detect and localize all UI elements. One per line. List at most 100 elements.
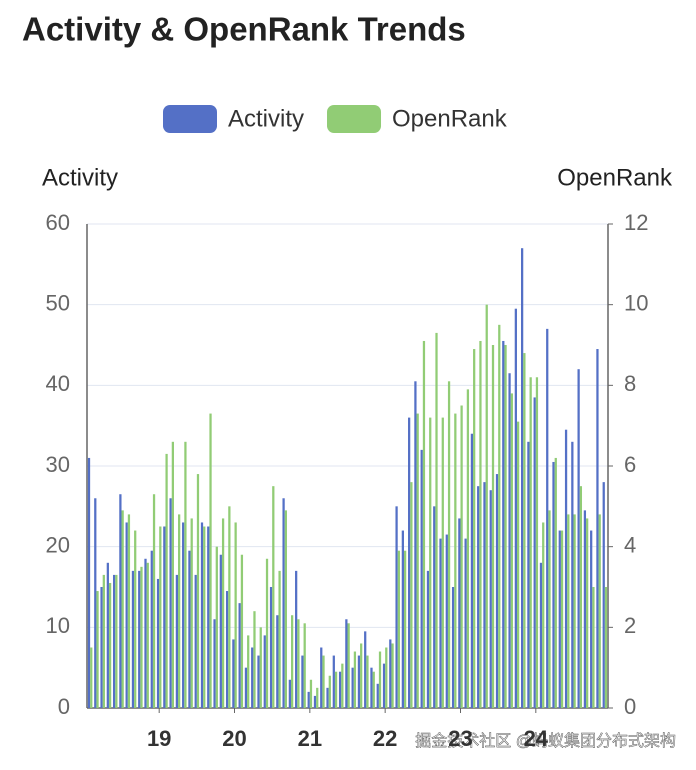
bar <box>590 530 593 708</box>
bar <box>140 566 143 708</box>
bar <box>146 562 149 708</box>
bar <box>466 389 470 708</box>
bar <box>295 570 298 708</box>
bar <box>535 377 539 708</box>
bar <box>514 308 517 708</box>
bar <box>247 635 250 708</box>
bar <box>560 530 564 708</box>
bar <box>564 429 568 708</box>
bar <box>221 518 225 708</box>
bar <box>542 522 545 708</box>
bar <box>533 397 536 708</box>
y-tick-label: 40 <box>46 371 70 396</box>
bar <box>347 623 350 708</box>
bar <box>278 570 281 708</box>
bar <box>558 530 561 708</box>
y-tick-label: 20 <box>46 532 70 557</box>
bar <box>460 405 463 708</box>
bar <box>546 328 549 708</box>
bar <box>523 353 526 708</box>
bar <box>539 562 543 708</box>
x-tick-label: 24 <box>524 726 549 751</box>
bar <box>112 574 116 708</box>
x-tick-label: 20 <box>222 726 246 751</box>
bar <box>265 558 269 708</box>
bar <box>410 482 413 708</box>
bar <box>87 457 91 708</box>
bar <box>297 619 300 708</box>
bar <box>433 506 436 708</box>
bar <box>529 377 532 708</box>
bar <box>571 441 574 708</box>
bar <box>228 506 231 708</box>
bar <box>435 332 438 708</box>
bar <box>134 530 137 708</box>
bar <box>604 587 608 708</box>
bar <box>244 667 248 708</box>
bar <box>441 417 444 708</box>
bar <box>291 615 294 708</box>
bar <box>326 687 329 708</box>
chart-title: Activity & OpenRank Trends <box>22 11 466 48</box>
bar <box>108 582 112 708</box>
bar <box>232 639 235 708</box>
bar <box>284 510 287 708</box>
bar <box>370 667 373 708</box>
bar <box>96 591 99 708</box>
bar <box>269 587 273 708</box>
bar <box>473 349 476 708</box>
bar <box>219 554 222 708</box>
bar <box>182 522 185 708</box>
y2-axis-title: OpenRank <box>557 164 673 191</box>
bar <box>328 675 331 708</box>
bar <box>200 522 204 708</box>
bar <box>301 655 304 708</box>
x-tick-label: 21 <box>298 726 322 751</box>
legend-label: OpenRank <box>392 105 508 132</box>
bar <box>508 373 511 708</box>
bar <box>213 619 216 708</box>
bar <box>276 615 279 708</box>
bar <box>470 433 474 708</box>
bar <box>598 514 601 708</box>
bar <box>240 554 244 708</box>
y-tick-label: 0 <box>58 694 70 719</box>
bar <box>178 514 181 708</box>
bar <box>303 623 306 708</box>
bar <box>516 421 520 708</box>
bar <box>257 655 260 708</box>
y-tick-label: 60 <box>46 210 70 235</box>
bar <box>119 494 122 708</box>
bar <box>272 486 275 708</box>
bar <box>106 562 109 708</box>
bar <box>391 643 394 708</box>
bar <box>332 655 335 708</box>
bar <box>259 627 262 708</box>
bar <box>429 417 432 708</box>
y2-tick-label: 12 <box>624 210 648 235</box>
bar <box>567 514 570 708</box>
bar <box>351 667 354 708</box>
bar <box>414 381 417 708</box>
bar <box>353 651 357 708</box>
bar <box>554 457 557 708</box>
bar <box>188 550 191 708</box>
bar <box>385 647 388 708</box>
bar <box>447 381 451 708</box>
bar <box>225 591 229 708</box>
bar <box>115 574 118 708</box>
bar <box>477 486 480 708</box>
bar <box>451 587 455 708</box>
bar <box>209 413 212 708</box>
bar <box>395 506 398 708</box>
y2-tick-label: 10 <box>624 290 648 315</box>
bar <box>479 340 482 708</box>
y-tick-label: 30 <box>46 452 70 477</box>
bar <box>360 643 363 708</box>
bar <box>520 248 524 708</box>
bar <box>288 679 292 708</box>
bar <box>548 510 551 708</box>
bar <box>579 486 583 708</box>
bar <box>372 671 375 708</box>
